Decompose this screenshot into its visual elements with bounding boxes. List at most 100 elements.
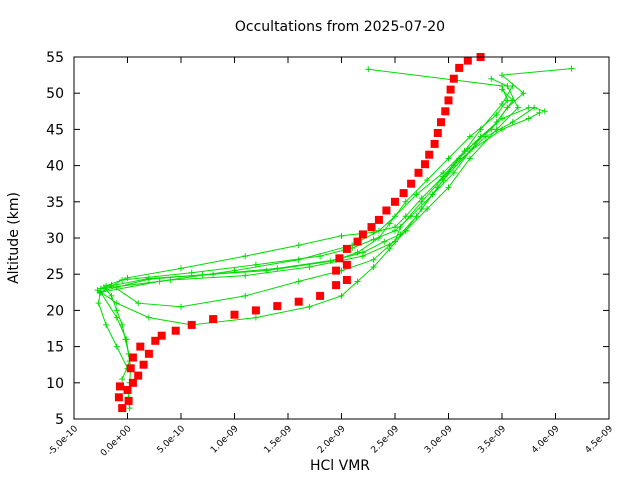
profile-point — [392, 213, 398, 220]
profile-point — [113, 307, 120, 314]
profile-point — [568, 65, 575, 72]
profile-point — [466, 155, 473, 162]
profile-point — [536, 109, 543, 116]
measurement-point — [128, 378, 137, 387]
profile-point — [113, 300, 120, 307]
measurement-point — [367, 223, 376, 232]
measurement-point — [209, 315, 218, 324]
y-tick-label: 50 — [46, 86, 64, 102]
profile-point — [541, 108, 548, 115]
measurement-point — [421, 160, 429, 169]
measurement-point — [433, 129, 442, 137]
profile-point — [429, 191, 436, 198]
profile-point — [450, 169, 457, 176]
measurement-point — [441, 107, 450, 116]
measurement-point — [171, 326, 180, 335]
profile-point — [370, 263, 377, 270]
profile-point — [123, 336, 130, 343]
measurement-point — [342, 260, 351, 269]
profile-point — [504, 97, 511, 104]
profile-point — [295, 278, 302, 285]
profile-point — [418, 195, 425, 202]
profile-point — [306, 263, 313, 270]
measurement-point — [335, 254, 344, 263]
profile-point — [124, 274, 131, 281]
plot-frame — [73, 56, 610, 420]
measurement-point — [251, 306, 260, 315]
y-tick-label: 30 — [46, 231, 64, 247]
profile-point — [126, 405, 133, 412]
profile-point — [103, 321, 110, 328]
profile-point — [445, 155, 452, 162]
measurement-point — [342, 276, 351, 284]
profile-point — [370, 236, 377, 243]
profile-point — [242, 292, 249, 299]
profile-point — [392, 224, 398, 231]
profile-point — [499, 101, 505, 108]
measurement-point — [332, 281, 341, 290]
profile-point — [242, 253, 249, 260]
y-tick-label: 25 — [46, 267, 64, 283]
measurement-point — [446, 85, 455, 94]
profile-point — [488, 75, 495, 82]
measurement-point — [134, 371, 143, 380]
measurement-point — [449, 74, 458, 83]
profile-point — [95, 300, 102, 307]
measurement-point — [358, 230, 367, 239]
profile-point — [525, 104, 532, 111]
measurement-point — [116, 382, 124, 391]
profile-point — [402, 213, 409, 220]
measurement-point — [399, 189, 408, 198]
profile-point — [119, 376, 126, 383]
measurement-point — [114, 393, 123, 402]
profile-point — [178, 265, 184, 272]
profile-point — [515, 104, 522, 111]
profile-point — [499, 72, 505, 79]
profile-point — [472, 140, 479, 147]
profile-point — [520, 90, 527, 97]
profile-point — [135, 300, 142, 307]
measurement-point — [374, 215, 383, 224]
measurement-point — [157, 331, 166, 340]
profile-point — [504, 82, 511, 89]
measurement-point — [425, 150, 434, 159]
measurement-point — [136, 342, 145, 351]
profile-point — [354, 249, 361, 256]
profile-point — [306, 303, 313, 310]
profile-point — [493, 126, 500, 133]
profile-point — [145, 314, 152, 321]
profile-point — [113, 314, 120, 321]
measurement-point — [414, 168, 423, 177]
profile-point — [509, 82, 516, 89]
profile-point — [402, 198, 409, 205]
measurement-point — [124, 396, 133, 405]
profile-point — [499, 126, 505, 133]
y-axis-label: Altitude (km) — [6, 192, 22, 284]
profile-point — [531, 104, 538, 111]
profile-point — [263, 267, 270, 274]
profile-point — [499, 86, 505, 93]
profile-point — [252, 314, 259, 321]
y-tick-label: 15 — [46, 340, 64, 356]
measurement-point — [391, 197, 399, 206]
y-tick-labels: 5 10 15 20 25 30 35 40 45 50 55 — [46, 50, 64, 428]
measurement-point — [455, 63, 464, 72]
y-tick-label: 35 — [46, 195, 64, 211]
profile-point — [402, 227, 409, 234]
measurement-point — [126, 364, 135, 373]
profile-point — [424, 177, 431, 184]
profile-point — [108, 292, 115, 299]
profile-point — [295, 242, 302, 249]
y-tick-label: 5 — [55, 412, 64, 428]
measurement-point — [128, 353, 137, 362]
measurement-point — [463, 56, 472, 65]
measurement-point — [294, 297, 303, 306]
profile-point — [477, 126, 484, 133]
profile-point — [365, 66, 372, 73]
measurement-point — [437, 118, 445, 127]
profile-point — [327, 258, 334, 265]
profile-point — [338, 232, 345, 239]
profile-point — [440, 173, 447, 180]
